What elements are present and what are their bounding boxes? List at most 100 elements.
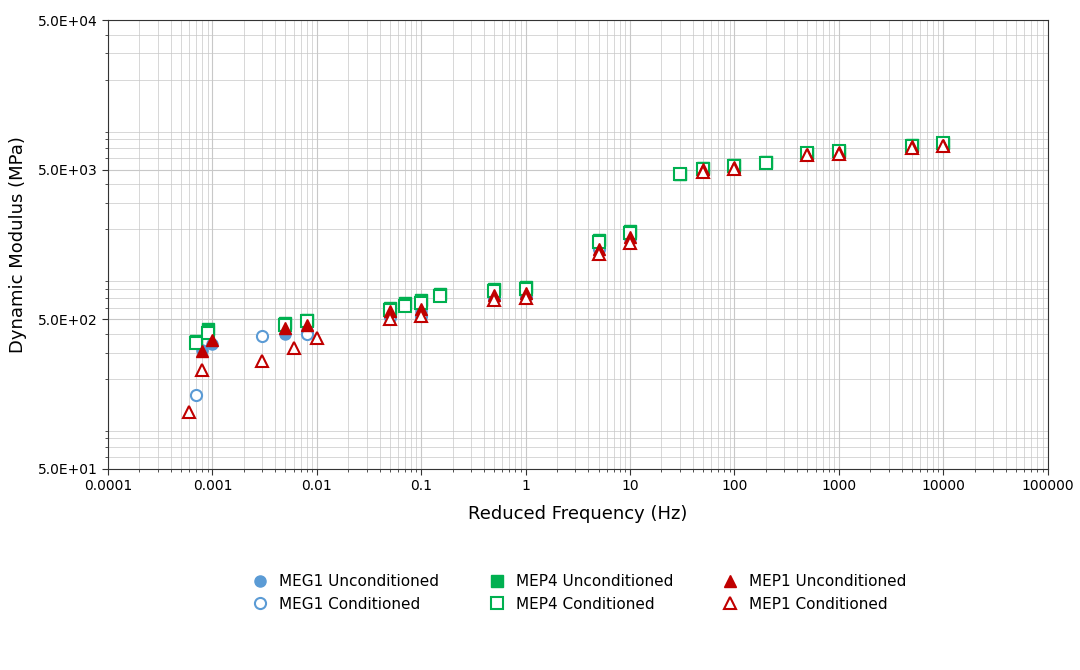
MEP4 Unconditioned xyxy=(300,316,313,324)
MEG1 Unconditioned xyxy=(206,340,219,348)
MEG1 Unconditioned xyxy=(415,307,428,315)
MEP1 Conditioned xyxy=(728,165,741,173)
MEP4 Conditioned xyxy=(399,302,411,310)
MEP1 Unconditioned xyxy=(623,233,636,241)
MEG1 Conditioned xyxy=(415,312,428,320)
MEG1 Conditioned xyxy=(801,151,814,159)
MEP4 Conditioned xyxy=(383,306,396,314)
MEG1 Conditioned xyxy=(905,144,918,152)
MEP4 Conditioned xyxy=(488,287,501,295)
MEG1 Conditioned xyxy=(592,245,605,253)
MEG1 Unconditioned xyxy=(383,310,396,318)
MEP1 Conditioned xyxy=(310,334,323,342)
MEG1 Unconditioned xyxy=(936,141,949,149)
MEG1 Conditioned xyxy=(833,149,846,157)
MEP1 Conditioned xyxy=(519,294,532,302)
MEP4 Conditioned xyxy=(433,292,446,300)
MEP4 Unconditioned xyxy=(279,320,292,328)
Line: MEP1 Conditioned: MEP1 Conditioned xyxy=(183,140,949,418)
MEP1 Unconditioned xyxy=(195,348,208,356)
Legend: MEG1 Unconditioned, MEG1 Conditioned, MEP4 Unconditioned, MEP4 Conditioned, MEP1: MEG1 Unconditioned, MEG1 Conditioned, ME… xyxy=(241,566,915,619)
MEP1 Unconditioned xyxy=(592,245,605,253)
MEP1 Conditioned xyxy=(195,366,208,374)
MEP4 Conditioned xyxy=(801,149,814,157)
MEP4 Unconditioned xyxy=(623,227,636,235)
MEG1 Unconditioned xyxy=(279,330,292,338)
MEP4 Unconditioned xyxy=(833,147,846,155)
MEP1 Unconditioned xyxy=(833,148,846,156)
MEG1 Unconditioned xyxy=(592,244,605,252)
MEP4 Unconditioned xyxy=(936,139,949,147)
MEP1 Unconditioned xyxy=(488,291,501,299)
MEP4 Unconditioned xyxy=(399,299,411,308)
MEP1 Conditioned xyxy=(833,149,846,157)
MEP1 Unconditioned xyxy=(300,321,313,329)
MEP1 Conditioned xyxy=(488,296,501,304)
MEP4 Unconditioned xyxy=(433,290,446,298)
MEP4 Conditioned xyxy=(300,318,313,326)
MEP1 Conditioned xyxy=(936,143,949,151)
MEG1 Conditioned xyxy=(519,291,532,299)
MEP4 Conditioned xyxy=(673,170,686,178)
MEP4 Conditioned xyxy=(592,238,605,246)
MEP1 Conditioned xyxy=(183,408,195,416)
MEP4 Conditioned xyxy=(905,141,918,149)
MEP1 Unconditioned xyxy=(415,305,428,313)
MEP4 Unconditioned xyxy=(697,164,710,172)
MEP4 Unconditioned xyxy=(728,161,741,170)
MEG1 Conditioned xyxy=(697,166,710,174)
MEP1 Conditioned xyxy=(256,356,269,364)
MEP1 Unconditioned xyxy=(279,324,292,332)
MEP4 Conditioned xyxy=(201,329,214,337)
MEP4 Unconditioned xyxy=(759,158,772,166)
MEP4 Conditioned xyxy=(759,159,772,167)
MEG1 Conditioned xyxy=(190,391,203,399)
MEG1 Conditioned xyxy=(488,293,501,302)
MEG1 Unconditioned xyxy=(195,346,208,354)
MEP1 Conditioned xyxy=(287,344,300,352)
MEG1 Unconditioned xyxy=(697,165,710,174)
MEP4 Conditioned xyxy=(833,147,846,155)
Line: MEP4 Conditioned: MEP4 Conditioned xyxy=(190,137,949,350)
MEP4 Unconditioned xyxy=(801,149,814,157)
MEP4 Unconditioned xyxy=(383,304,396,312)
MEG1 Unconditioned xyxy=(905,143,918,151)
MEG1 Unconditioned xyxy=(833,147,846,155)
MEP1 Unconditioned xyxy=(905,143,918,151)
MEP4 Conditioned xyxy=(519,285,532,293)
MEP4 Unconditioned xyxy=(488,285,501,293)
MEP1 Unconditioned xyxy=(206,336,219,344)
MEP1 Conditioned xyxy=(592,250,605,258)
MEP1 Unconditioned xyxy=(519,289,532,297)
MEP1 Unconditioned xyxy=(697,165,710,173)
MEP4 Unconditioned xyxy=(905,141,918,149)
MEG1 Conditioned xyxy=(728,163,741,172)
MEG1 Conditioned xyxy=(256,332,269,340)
MEG1 Conditioned xyxy=(623,234,636,242)
Y-axis label: Dynamic Modulus (MPa): Dynamic Modulus (MPa) xyxy=(9,136,27,353)
MEP4 Unconditioned xyxy=(673,170,686,178)
MEP4 Conditioned xyxy=(936,139,949,147)
MEP1 Conditioned xyxy=(905,144,918,152)
MEP1 Unconditioned xyxy=(801,149,814,157)
MEG1 Conditioned xyxy=(936,143,949,151)
MEP1 Unconditioned xyxy=(936,141,949,149)
MEP4 Unconditioned xyxy=(201,325,214,333)
MEP1 Conditioned xyxy=(383,316,396,324)
MEP1 Unconditioned xyxy=(383,307,396,315)
MEP1 Conditioned xyxy=(801,151,814,159)
MEG1 Unconditioned xyxy=(801,149,814,157)
MEP4 Unconditioned xyxy=(592,236,605,244)
MEP1 Conditioned xyxy=(697,168,710,176)
MEP4 Conditioned xyxy=(190,340,203,348)
MEP1 Unconditioned xyxy=(728,163,741,171)
X-axis label: Reduced Frequency (Hz): Reduced Frequency (Hz) xyxy=(468,505,688,523)
MEG1 Unconditioned xyxy=(488,291,501,299)
Line: MEP1 Unconditioned: MEP1 Unconditioned xyxy=(197,139,949,358)
MEG1 Conditioned xyxy=(383,313,396,321)
MEG1 Unconditioned xyxy=(519,290,532,298)
Line: MEP4 Unconditioned: MEP4 Unconditioned xyxy=(190,136,949,347)
MEP4 Unconditioned xyxy=(190,337,203,345)
MEG1 Unconditioned xyxy=(623,232,636,240)
MEP4 Conditioned xyxy=(279,321,292,329)
